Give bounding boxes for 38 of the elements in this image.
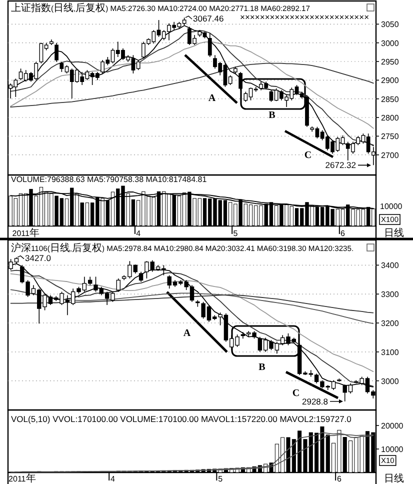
annotation: 3067.46 [193,14,224,24]
y-tick-label: 3050 [381,20,400,30]
x-tick-label: 2011年 [12,227,40,239]
y-tick-label: 2900 [381,76,400,86]
y-tick-label: 3400 [381,261,400,270]
y-tick-label: 2950 [381,57,400,66]
y-tick-label: 20000 [381,422,404,431]
text: VOL(5,10) VVOL:170100.00 VOLUME:170100.00 MAVOL1:157220.00 MAVOL2:159727.0 [11,414,352,424]
y-tick-label: 3200 [381,318,400,328]
annotation: 2672.32 [325,160,356,170]
x-tick-label: 5 [218,474,224,484]
annotation: A [183,328,192,339]
annotation: C [292,388,300,399]
annotation: C [304,150,312,161]
x-tick-label: 4 [136,229,142,238]
y-tick-label: 3300 [381,290,400,300]
y-tick-label: 3000 [381,376,400,386]
annotation: 2928.8 [302,396,328,406]
y-tick-label: 2800 [381,114,400,122]
annotation: A [208,93,216,104]
x-tick-label: 4 [110,474,116,484]
x-tick-label: 6 [336,474,342,484]
y-tick-label: 2750 [381,132,400,142]
x-tick-label: 5 [233,229,238,238]
x-tick-label: 6 [340,229,346,238]
chart-title: VOLUME:796388.63 MA5:790758.38 MA10:817484.81 [11,175,208,184]
text: 日线 [384,227,404,239]
y-tick-label: 3000 [381,38,400,48]
x-tick-label: 2011年 [8,472,36,484]
y-tick-label: 10000 [381,445,404,454]
y-tick-label: 2850 [381,94,400,104]
annotation: 3427.0 [25,253,52,263]
y-tick-label: 3100 [381,348,400,357]
y-tick-label: 2700 [381,150,400,160]
text: 日线 [384,472,404,484]
annotation: B [258,362,266,373]
annotation: B [268,110,276,121]
annotation: ×××××××××××××××××××××××××× [240,12,370,22]
